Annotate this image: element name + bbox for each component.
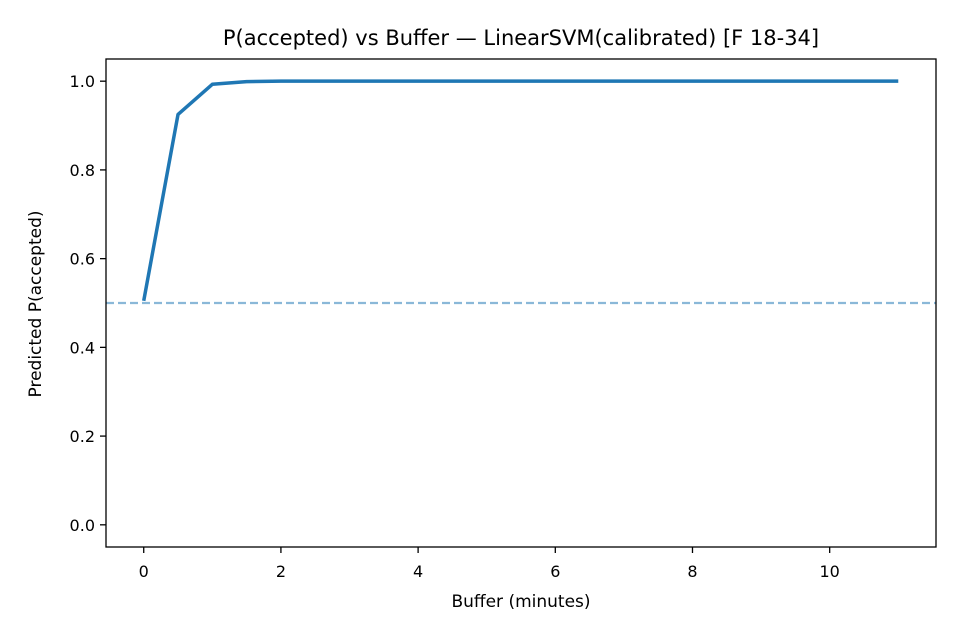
x-tick-label: 4 bbox=[413, 562, 423, 581]
plot-area: 0 2 4 6 8 10 0.0 0.2 0.4 0.6 0.8 1.0 bbox=[70, 58, 937, 581]
y-tick-label: 0.2 bbox=[70, 427, 95, 446]
series-line-0 bbox=[142, 79, 899, 302]
x-tick-label: 10 bbox=[819, 562, 839, 581]
y-tick-label: 0.6 bbox=[70, 250, 95, 269]
x-tick-label: 0 bbox=[139, 562, 149, 581]
y-tick-label: 0.8 bbox=[70, 161, 95, 180]
x-tick-label: 6 bbox=[550, 562, 560, 581]
y-tick-label: 1.0 bbox=[70, 72, 95, 91]
chart-title: P(accepted) vs Buffer — LinearSVM(calibr… bbox=[223, 26, 819, 50]
y-tick-label: 0.4 bbox=[70, 338, 95, 357]
x-axis-label: Buffer (minutes) bbox=[451, 592, 590, 612]
y-tick-label: 0.0 bbox=[70, 516, 95, 535]
x-tick-label: 2 bbox=[276, 562, 286, 581]
x-tick-label: 8 bbox=[687, 562, 697, 581]
y-axis-label: Predicted P(accepted) bbox=[26, 211, 46, 398]
plot-frame bbox=[105, 58, 937, 548]
